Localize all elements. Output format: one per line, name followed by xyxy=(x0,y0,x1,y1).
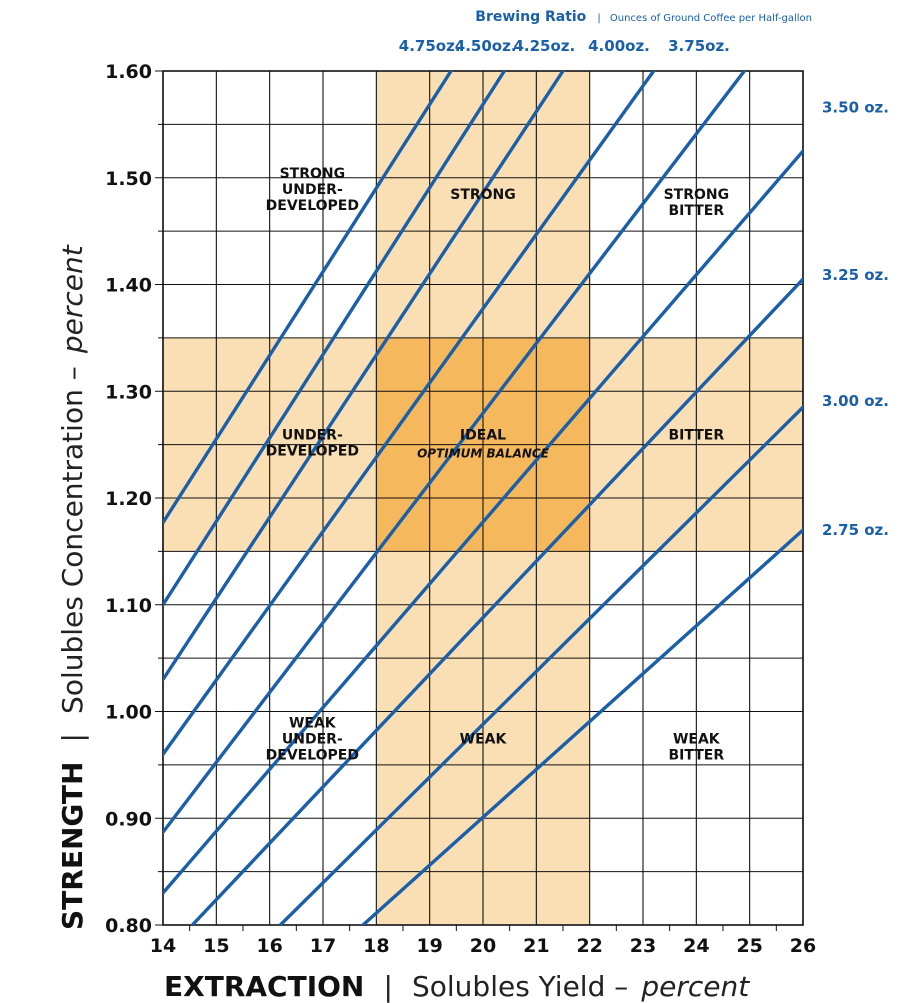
ratio-label-right-0: 3.50 oz. xyxy=(822,98,889,116)
ratio-label-top-1: 4.50oz. xyxy=(455,37,517,55)
chart-title: Brewing Ratio xyxy=(475,9,586,25)
x-tick-label-17: 17 xyxy=(310,935,336,957)
ratio-label-top-0: 4.75oz. xyxy=(399,37,461,55)
ratio-label-top-4: 3.75oz. xyxy=(668,37,730,55)
y-tick-label-1.10: 1.10 xyxy=(105,595,152,617)
zone-label-2-1: BITTER xyxy=(669,203,725,219)
y-tick-label-1.60: 1.60 xyxy=(105,61,152,83)
x-axis-label-italic: percent xyxy=(640,970,750,1003)
zone-label-4-0: IDEAL xyxy=(460,427,506,443)
ratio-label-right-1: 3.25 oz. xyxy=(822,266,889,284)
y-tick-label-1.50: 1.50 xyxy=(105,168,152,190)
x-axis-label-separator: | xyxy=(383,970,392,1003)
x-axis-label-regular: Solubles Yield – xyxy=(412,970,628,1003)
x-tick-label-16: 16 xyxy=(256,935,282,957)
y-tick-label-1.00: 1.00 xyxy=(105,702,152,724)
x-tick-label-14: 14 xyxy=(150,935,176,957)
x-tick-label-24: 24 xyxy=(683,935,709,957)
x-tick-label-22: 22 xyxy=(576,935,602,957)
x-axis-label-bold: EXTRACTION xyxy=(164,970,364,1003)
y-axis-label: STRENGTH | Solubles Concentration – perc… xyxy=(56,244,89,930)
zone-label-0-0: STRONG xyxy=(280,166,346,182)
y-tick-label-1.20: 1.20 xyxy=(105,488,152,510)
zone-label-0-1: UNDER- xyxy=(282,182,343,198)
x-axis-label: EXTRACTION | Solubles Yield – percent xyxy=(164,970,750,1003)
zone-label-0-2: DEVELOPED xyxy=(266,198,359,214)
y-tick-label-1.30: 1.30 xyxy=(105,381,152,403)
zone-label-7-0: WEAK xyxy=(460,732,508,748)
y-axis-label-bold: STRENGTH xyxy=(56,762,89,930)
zone-label-6-1: UNDER- xyxy=(282,732,343,748)
x-tick-label-25: 25 xyxy=(736,935,762,957)
zone-label-6-0: WEAK xyxy=(289,716,337,732)
zone-label-2-0: STRONG xyxy=(664,187,730,203)
ratio-label-right-2: 3.00 oz. xyxy=(822,392,889,410)
y-axis-label-separator: | xyxy=(56,733,89,742)
ratio-label-top-3: 4.00oz. xyxy=(588,37,650,55)
zone-label-1-0: STRONG xyxy=(450,187,516,203)
chart-title-separator: | xyxy=(597,13,600,24)
y-axis-label-italic: percent xyxy=(56,244,89,354)
chart-subtitle: Ounces of Ground Coffee per Half-gallon xyxy=(610,13,812,24)
x-tick-label-19: 19 xyxy=(416,935,442,957)
zone-label-6-2: DEVELOPED xyxy=(266,748,359,764)
y-tick-label-1.40: 1.40 xyxy=(105,275,152,297)
ratio-label-right-3: 2.75 oz. xyxy=(822,521,889,539)
x-tick-label-20: 20 xyxy=(470,935,496,957)
y-tick-label-0.80: 0.80 xyxy=(105,915,152,937)
x-tick-label-26: 26 xyxy=(790,935,816,957)
zone-sublabel-4-0: OPTIMUM BALANCE xyxy=(417,446,550,460)
zone-label-5-0: BITTER xyxy=(669,427,725,443)
chart-header: Brewing Ratio | Ounces of Ground Coffee … xyxy=(475,6,812,25)
x-tick-label-23: 23 xyxy=(630,935,656,957)
x-tick-label-21: 21 xyxy=(523,935,549,957)
zone-label-3-1: DEVELOPED xyxy=(266,443,359,459)
ratio-label-top-2: 4.25oz. xyxy=(513,37,575,55)
zone-label-8-1: BITTER xyxy=(669,748,725,764)
y-tick-label-0.90: 0.90 xyxy=(105,808,152,830)
zone-label-3-0: UNDER- xyxy=(282,427,343,443)
zone-label-8-0: WEAK xyxy=(673,732,721,748)
y-axis-label-regular: Solubles Concentration – xyxy=(56,366,89,714)
x-tick-label-15: 15 xyxy=(203,935,229,957)
x-tick-label-18: 18 xyxy=(363,935,389,957)
